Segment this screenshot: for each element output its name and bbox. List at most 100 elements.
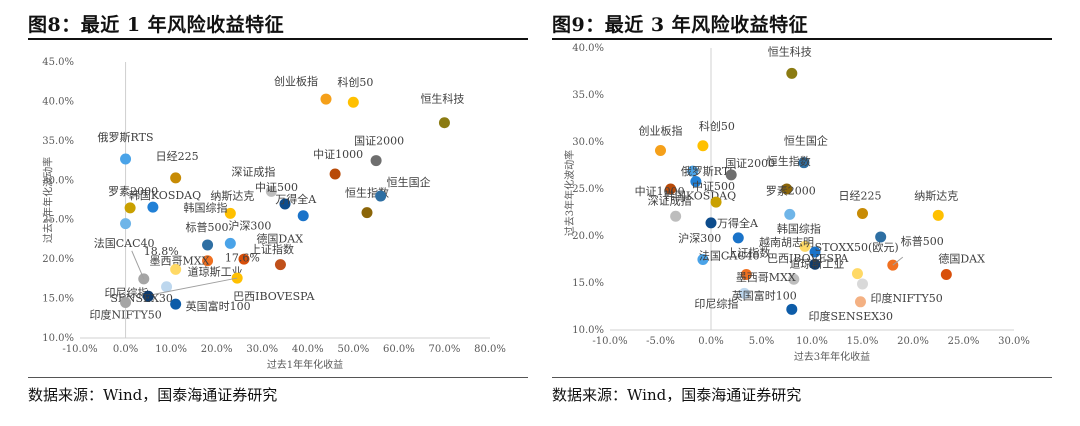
point-label: 法国CAC40 (94, 236, 155, 250)
point-label: 创业板指 (274, 74, 318, 88)
y-tick-label: 45.0% (42, 57, 74, 68)
y-tick-label: 15.0% (572, 278, 604, 289)
y-tick-label: 10.0% (42, 333, 74, 344)
scatter-point (161, 281, 173, 293)
point-label: 韩国综指 (184, 201, 228, 215)
scatter-point (784, 208, 796, 220)
scatter-point (788, 273, 800, 285)
x-tick-label: 80.0% (474, 344, 506, 355)
point-label: 深证成指 (648, 193, 692, 207)
scatter-point (697, 254, 709, 265)
scatter-point (202, 255, 214, 267)
point-label: 道琼斯工业 (789, 257, 844, 271)
value-annotation: 18.8% (144, 245, 179, 258)
scatter-point (809, 258, 821, 270)
scatter-point (705, 217, 717, 229)
point-label: 标普500 (186, 220, 229, 234)
scatter-point (690, 175, 702, 187)
scatter-point (224, 207, 236, 219)
scatter-point (375, 190, 387, 202)
point-label: 中证1000 (635, 185, 685, 198)
point-label: 沪深300 (228, 218, 271, 232)
scatter-point (297, 210, 309, 222)
point-label: 印度SENSEX30 (808, 309, 893, 323)
point-label: 沪深300 (678, 231, 721, 245)
y-tick-label: 40.0% (572, 43, 604, 54)
scatter-point (274, 259, 286, 271)
point-label: 纳斯达克 (914, 189, 958, 202)
scatter-point (238, 253, 250, 265)
point-label: 罗素2000 (766, 184, 816, 197)
point-label: 印度NIFTY50 (871, 291, 943, 305)
point-label: 上证指数 (726, 246, 770, 260)
point-label: 德国DAX (256, 232, 303, 246)
scatter-point (279, 198, 291, 210)
point-label: 韩国KOSDAQ (129, 188, 201, 202)
x-tick-label: -10.0% (62, 344, 97, 355)
scatter-point (875, 231, 887, 243)
point-label: 印尼综指 (105, 286, 149, 300)
scatter-point (142, 290, 154, 302)
point-label: 巴西IBOVESPA (767, 252, 849, 265)
point-label: 英国富时100 (732, 288, 797, 302)
scatter-point (665, 183, 677, 195)
point-label: 中证1000 (313, 148, 363, 161)
scatter-point (887, 259, 899, 271)
scatter-point (725, 169, 737, 181)
point-label: 万得全A (275, 192, 317, 206)
point-label: 墨西哥MXX (150, 255, 210, 268)
scatter-point (854, 296, 866, 308)
x-tick-label: 70.0% (429, 344, 461, 355)
scatter-point (940, 269, 952, 281)
y-tick-label: 40.0% (42, 96, 74, 107)
scatter-point (809, 246, 821, 258)
point-label: 恒生指数 (767, 154, 811, 168)
scatter-point (170, 263, 182, 275)
point-label: 德国DAX (938, 252, 985, 266)
scatter-point (857, 278, 868, 290)
y-tick-label: 30.0% (42, 175, 74, 186)
x-tick-label: 0.0% (113, 344, 138, 355)
point-label: 英国富时100 (186, 299, 251, 313)
point-label: 巴西IBOVESPA (233, 290, 315, 303)
point-label: 法国CAC40 (699, 249, 760, 263)
scatter-point (147, 201, 159, 213)
scatter-point (798, 157, 810, 169)
point-label: 标普500 (901, 234, 944, 248)
x-tick-label: 10.0% (155, 344, 187, 355)
point-label: 恒生国企 (387, 175, 431, 189)
scatter-point (347, 96, 359, 108)
y-tick-label: 35.0% (42, 136, 74, 147)
scatter-point (738, 287, 750, 299)
scatter-point (120, 153, 132, 165)
leader-line (892, 256, 904, 266)
point-label: 恒生科技 (768, 44, 812, 58)
x-tick-label: -10.0% (592, 336, 627, 347)
point-label: 俄罗斯RTS (98, 131, 154, 144)
scatter-point (124, 202, 136, 214)
x-tick-label: 30.0% (998, 336, 1030, 347)
x-tick-label: 20.0% (201, 344, 233, 355)
figure-9-title: 图9：最近 3 年风险收益特征 (552, 14, 809, 36)
figure-8-bottom-rule (28, 377, 528, 378)
point-label: 中证500 (255, 181, 298, 194)
scatter-point (120, 297, 132, 309)
point-label: 墨西哥MXX (736, 271, 796, 284)
scatter-point (170, 172, 182, 184)
y-tick-label: 20.0% (572, 231, 604, 242)
x-tick-label: 5.0% (749, 336, 774, 347)
figure-8-title: 图8：最近 1 年风险收益特征 (28, 14, 285, 36)
scatter-point (438, 117, 450, 129)
x-tick-label: 40.0% (292, 344, 324, 355)
leader-line (131, 250, 145, 280)
y-tick-label: 25.0% (42, 215, 74, 226)
scatter-point (932, 209, 944, 221)
figure-9-scatter-chart: 10.0% 15.0% 20.0% 25.0% 30.0% 35.0% 40.0% -10.0… (563, 43, 1030, 363)
point-label: 罗素2000 (108, 185, 158, 198)
point-label: 韩国综指 (777, 221, 821, 235)
point-label: 国证2000 (725, 157, 775, 170)
scatter-point (170, 298, 182, 310)
scatter-point (786, 67, 798, 79)
figure-9-bottom-rule (552, 377, 1052, 378)
point-label: 科创50 (699, 119, 735, 133)
